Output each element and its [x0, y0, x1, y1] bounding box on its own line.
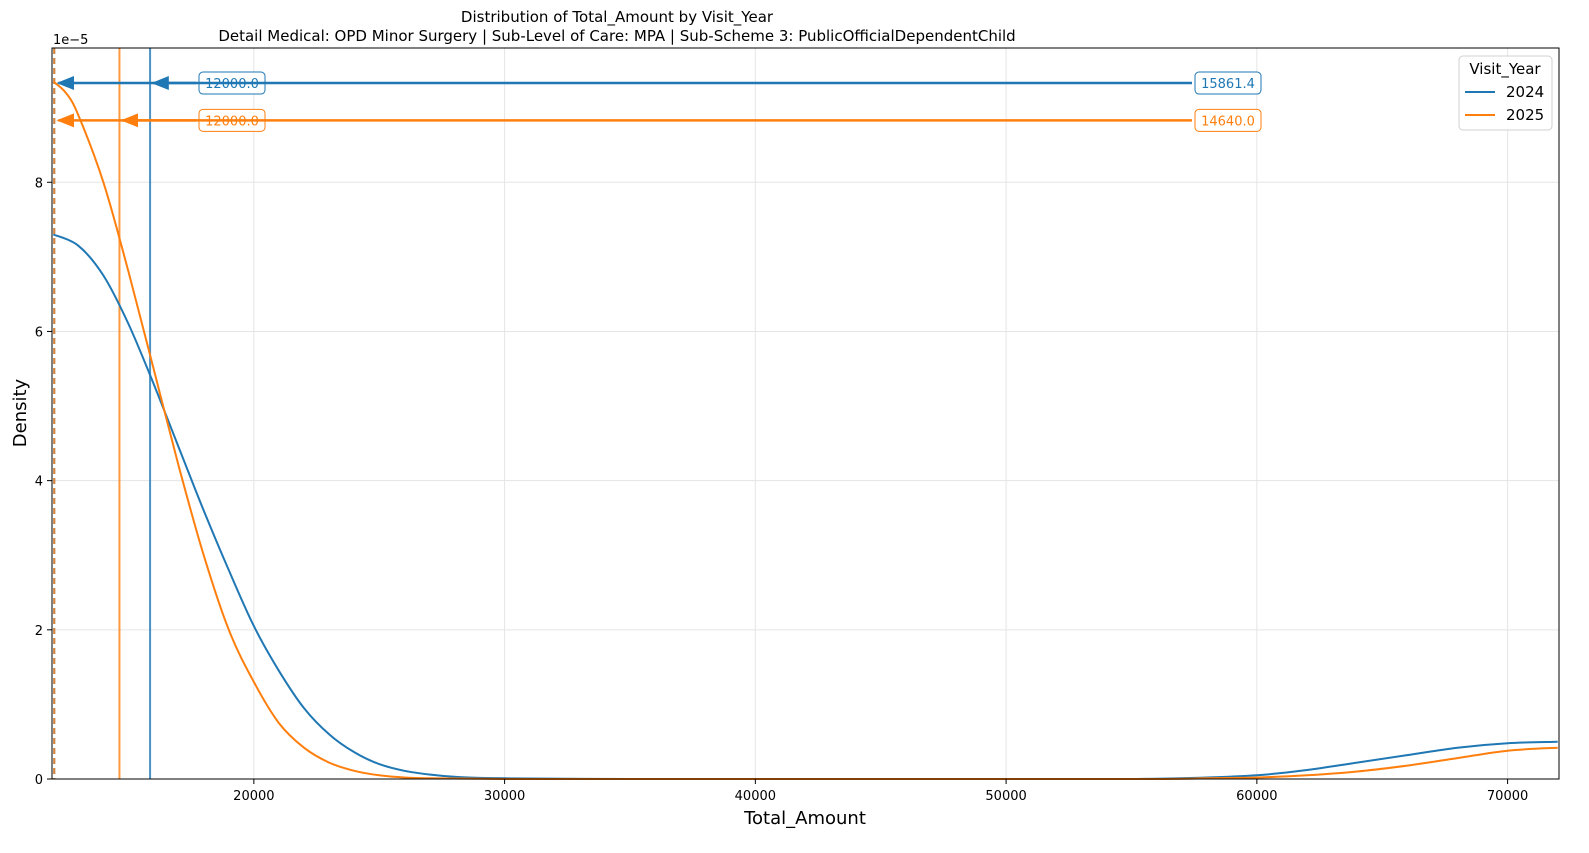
- y-axis-ticks: 0 2 4 6 8: [35, 176, 52, 788]
- annotation-box: [1194, 108, 1262, 132]
- density-line-2024: [52, 233, 1558, 781]
- legend-title: Visit_Year: [1469, 60, 1541, 79]
- x-tick-label: 20000: [233, 789, 274, 804]
- y-axis-label: Density: [10, 378, 31, 447]
- y-tick-label: 4: [35, 475, 43, 490]
- x-axis-ticks: 20000 30000 40000 50000 60000 70000: [233, 779, 1528, 804]
- y-tick-label: 0: [35, 773, 43, 788]
- x-tick-label: 70000: [1487, 789, 1528, 804]
- mean-median-lines: [53, 48, 152, 779]
- x-tick-label: 60000: [1236, 789, 1277, 804]
- annotation-box: [1194, 71, 1262, 95]
- annotation-label: 14640.0: [1201, 114, 1255, 129]
- x-tick-label: 40000: [735, 789, 776, 804]
- y-tick-label: 8: [35, 176, 43, 191]
- annotations: 12000.0 15861.4 12000.0 14640.0: [56, 71, 1262, 132]
- annotation-label: 12000.0: [205, 77, 259, 92]
- density-line-2025: [52, 80, 1558, 781]
- legend: Visit_Year 2024 2025: [1458, 55, 1553, 131]
- x-tick-label: 30000: [484, 789, 525, 804]
- annotation-label: 15861.4: [1201, 77, 1255, 92]
- legend-entry-2025: 2025: [1506, 106, 1544, 124]
- legend-entry-2024: 2024: [1506, 83, 1544, 101]
- y-axis-multiplier: 1e−5: [53, 33, 88, 48]
- y-tick-label: 6: [35, 325, 43, 340]
- density-series: [52, 80, 1558, 781]
- plot-area: [51, 47, 1560, 780]
- chart-subtitle: Detail Medical: OPD Minor Surgery | Sub-…: [218, 27, 1015, 45]
- y-tick-label: 2: [35, 624, 43, 639]
- chart-title: Distribution of Total_Amount by Visit_Ye…: [461, 8, 774, 27]
- x-tick-label: 50000: [985, 789, 1026, 804]
- annotation-label: 12000.0: [205, 114, 259, 129]
- x-axis-label: Total_Amount: [743, 808, 866, 829]
